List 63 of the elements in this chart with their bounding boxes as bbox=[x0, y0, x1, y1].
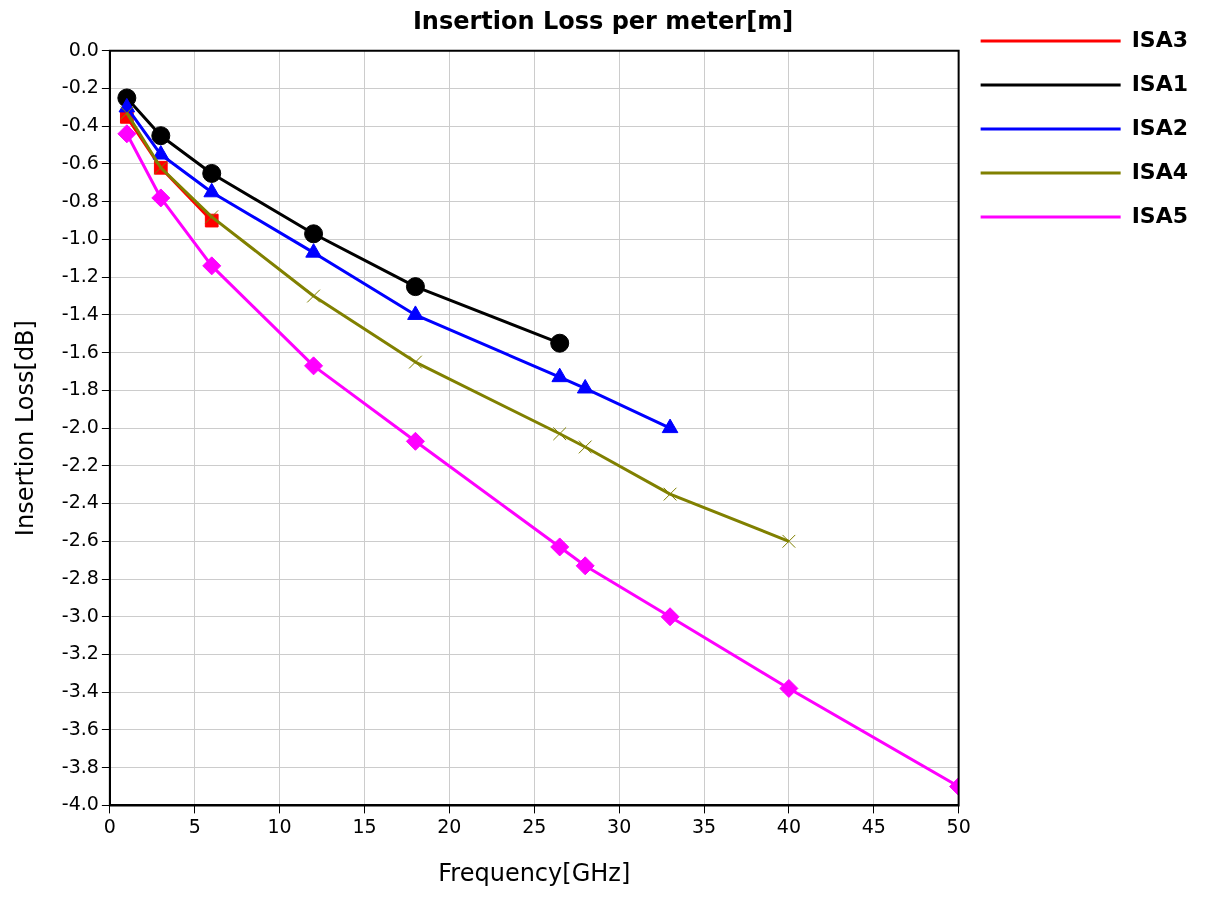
y-axis-title: Insertion Loss[dB] bbox=[10, 320, 39, 537]
y-tick-label: -3.0 bbox=[61, 603, 99, 626]
point bbox=[660, 607, 680, 627]
point bbox=[779, 678, 799, 698]
x-tick-label: 30 bbox=[607, 814, 632, 837]
point bbox=[552, 426, 567, 441]
text: ISA1 bbox=[1131, 70, 1189, 96]
x-tick-label: 40 bbox=[776, 814, 801, 837]
x-tick-label: 15 bbox=[352, 814, 377, 837]
y-tick-label: -1.0 bbox=[61, 226, 99, 249]
point bbox=[550, 537, 570, 557]
x-tick-label: 10 bbox=[267, 814, 292, 837]
point bbox=[405, 277, 425, 297]
y-tick-label: -2.2 bbox=[61, 452, 99, 475]
point bbox=[151, 126, 171, 146]
point bbox=[405, 431, 425, 451]
y-tick-label: -2.4 bbox=[61, 490, 99, 513]
y-tick-label: -0.8 bbox=[61, 188, 99, 211]
point bbox=[202, 256, 222, 276]
point bbox=[151, 188, 171, 208]
point bbox=[117, 124, 137, 144]
point bbox=[304, 224, 324, 244]
chart-title: Insertion Loss per meter[m] bbox=[412, 6, 794, 35]
x-tick-label: 0 bbox=[103, 814, 116, 837]
y-tick-label: -3.4 bbox=[61, 679, 99, 702]
point bbox=[304, 356, 324, 376]
x-tick-label: 5 bbox=[188, 814, 201, 837]
y-tick-label: -0.2 bbox=[61, 75, 99, 98]
point bbox=[578, 440, 593, 454]
x-tick-label: 45 bbox=[861, 814, 886, 837]
text: ISA4 bbox=[1131, 158, 1189, 184]
x-tick-label: 20 bbox=[437, 814, 462, 837]
point bbox=[663, 487, 677, 501]
point bbox=[305, 243, 322, 258]
y-tick-label: -2.0 bbox=[61, 415, 99, 438]
x-tick-label: 25 bbox=[522, 814, 547, 837]
y-tick-label: -1.2 bbox=[61, 264, 99, 287]
y-tick-label: -2.8 bbox=[61, 565, 99, 588]
y-tick-label: -1.4 bbox=[61, 301, 99, 324]
text: ISA2 bbox=[1131, 114, 1189, 140]
y-tick-label: -1.6 bbox=[61, 339, 99, 362]
y-tick-label: 0.0 bbox=[68, 37, 99, 60]
x-tick-label: 35 bbox=[691, 814, 717, 837]
text: ISA3 bbox=[1131, 26, 1189, 52]
text: ISA5 bbox=[1131, 202, 1189, 228]
y-tick-label: -0.4 bbox=[61, 113, 99, 136]
y-tick-label: -1.8 bbox=[61, 377, 99, 400]
x-axis-title: Frequency[GHz] bbox=[438, 858, 631, 887]
y-tick-label: -3.2 bbox=[61, 641, 99, 664]
point bbox=[575, 556, 595, 576]
y-tick-label: -2.6 bbox=[61, 528, 99, 551]
point bbox=[306, 289, 321, 303]
x-tick-label: 50 bbox=[946, 814, 971, 837]
y-tick-label: -3.8 bbox=[61, 754, 99, 777]
y-tick-label: -4.0 bbox=[61, 792, 99, 815]
point bbox=[408, 355, 423, 369]
point bbox=[202, 163, 222, 183]
y-tick-label: -0.6 bbox=[61, 150, 99, 173]
y-tick-label: -3.6 bbox=[61, 716, 99, 739]
point bbox=[782, 534, 796, 549]
point bbox=[152, 145, 170, 160]
point bbox=[119, 106, 134, 120]
point bbox=[550, 333, 570, 353]
